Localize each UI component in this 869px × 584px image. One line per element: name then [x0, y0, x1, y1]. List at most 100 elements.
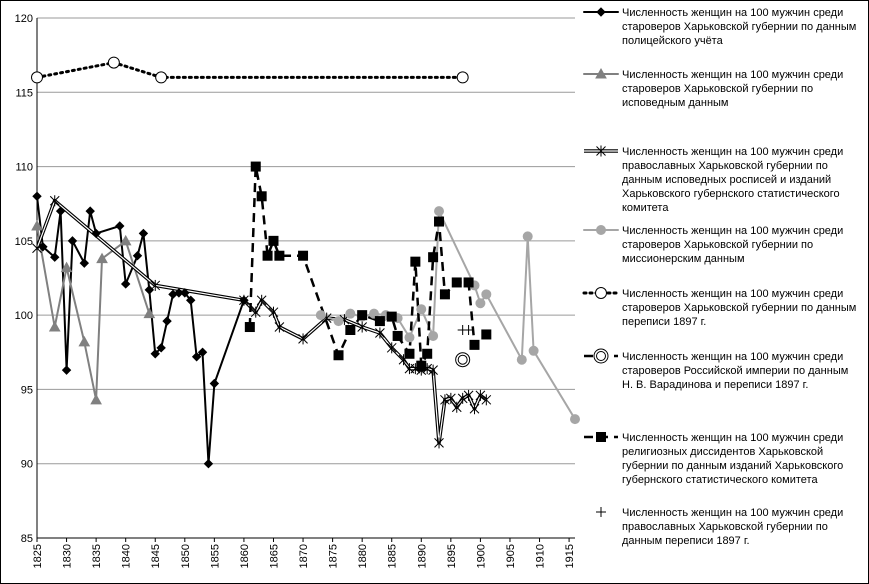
series-line-3 — [37, 198, 488, 445]
data-point-s3 — [386, 342, 397, 354]
data-point-s3 — [256, 294, 267, 306]
data-point-s3 — [440, 394, 450, 406]
data-point-s3 — [239, 294, 249, 306]
x-tick-label: 1845 — [150, 544, 162, 568]
data-point-s3 — [268, 306, 279, 318]
legend-label-line: православных Харьковской губернии по — [622, 160, 828, 172]
legend-label-line: Численность женщин на 100 мужчин среди — [622, 7, 843, 19]
axes: 85 90 95 100 105 110 115 120 1825 1830 1835 1840 184… — [15, 13, 576, 568]
x-tick-label: 1860 — [239, 544, 251, 568]
data-point-s3 — [463, 389, 474, 401]
data-point-s3 — [428, 364, 438, 376]
data-point-s7 — [434, 216, 445, 227]
legend: Численность женщин на 100 мужчин среди ст… — [582, 7, 856, 547]
x-tick-label: 1910 — [535, 544, 547, 568]
data-point-s3 — [481, 394, 492, 406]
data-point-s4 — [475, 298, 486, 309]
data-point-s7 — [404, 348, 415, 359]
data-point-s6 — [455, 352, 471, 368]
data-point-s7 — [268, 235, 279, 246]
data-point-s1 — [209, 378, 220, 389]
data-point-s4 — [516, 354, 527, 365]
data-point-s7 — [410, 256, 421, 267]
legend-entry-1: Численность женщин на 100 мужчин среди ст… — [583, 7, 856, 47]
legend-label-line: переписи 1897 г. — [622, 316, 706, 328]
data-point-s7 — [298, 250, 309, 261]
legend-label-line: данным исповедных росписей и изданий — [622, 174, 831, 186]
legend-label: Численность женщин на 100 мужчин среди пр… — [622, 146, 843, 214]
data-point-s5 — [31, 71, 43, 84]
data-point-s1 — [162, 316, 172, 326]
marker-inner-ring — [457, 354, 468, 365]
data-point-s2 — [96, 252, 108, 264]
data-point-s4 — [570, 414, 580, 425]
data-point-s7 — [463, 277, 474, 288]
x-tick-label: 1905 — [505, 544, 517, 568]
legend-label: Численность женщин на 100 мужчин среди ст… — [622, 7, 856, 47]
data-point-s7 — [439, 289, 450, 300]
data-point-s5 — [155, 71, 168, 84]
x-tick-label: 1885 — [387, 544, 399, 568]
legend-label-line: полицейского учёта — [622, 35, 724, 47]
data-point-s7 — [244, 322, 255, 333]
data-point-s1 — [120, 279, 131, 289]
data-point-s7 — [392, 330, 403, 341]
data-point-s7 — [416, 360, 427, 371]
data-point-s7 — [274, 250, 285, 261]
legend-marker — [595, 67, 607, 79]
marker-inner-ring — [596, 351, 606, 361]
legend-label-line: староверов Российской империи по данным — [622, 365, 848, 377]
legend-label-line: Н. В. Варадинова и переписи 1897 г. — [622, 379, 808, 391]
data-point-s4 — [404, 332, 415, 343]
legend-entry-3: Численность женщин на 100 мужчин среди пр… — [584, 145, 843, 214]
data-point-s7 — [422, 348, 433, 359]
legend-label: Численность женщин на 100 мужчин среди ст… — [622, 351, 848, 391]
data-point-s4 — [522, 231, 533, 242]
data-point-s3 — [298, 333, 308, 345]
data-point-s7 — [357, 310, 368, 321]
x-tick-label: 1865 — [268, 544, 280, 568]
x-tick-label: 1915 — [564, 544, 576, 568]
x-tick-label: 1830 — [62, 544, 74, 568]
y-tick-label: 110 — [15, 162, 33, 174]
series-layer — [37, 61, 575, 465]
legend-marker — [596, 7, 606, 17]
legend-label-line: Численность женщин на 100 мужчин среди — [622, 432, 843, 444]
x-tick-label: 1825 — [32, 544, 44, 568]
data-point-s2 — [31, 219, 43, 231]
legend-label: Численность женщин на 100 мужчин среди пр… — [622, 507, 843, 547]
data-point-s4 — [481, 289, 492, 300]
data-point-s5 — [456, 71, 469, 84]
data-point-s3 — [434, 437, 444, 449]
data-point-s1 — [138, 228, 149, 239]
data-point-s3 — [274, 321, 285, 333]
data-point-s4 — [315, 310, 326, 321]
x-tick-label: 1835 — [91, 544, 103, 568]
legend-label-line: Численность женщин на 100 мужчин среди — [622, 225, 843, 237]
data-point-s1 — [144, 285, 155, 295]
y-tick-label: 100 — [15, 310, 33, 322]
data-point-s4 — [345, 308, 356, 319]
legend-marker — [593, 348, 609, 364]
data-point-s1 — [61, 365, 72, 375]
legend-label-line: Численность женщин на 100 мужчин среди — [622, 69, 843, 81]
x-tick-label: 1855 — [209, 544, 221, 568]
data-point-s7 — [469, 339, 480, 350]
legend-label-line: Численность женщин на 100 мужчин среди — [622, 146, 843, 158]
x-tick-label: 1850 — [180, 544, 192, 568]
legend-label-line: староверов Харьковской губернии по данны… — [622, 21, 856, 33]
series-line-1 — [37, 195, 245, 465]
legend-marker — [596, 432, 606, 442]
legend-marker — [596, 507, 606, 517]
data-point-s2 — [119, 234, 132, 246]
series-line-inner-3 — [37, 200, 487, 444]
data-point-s4 — [368, 308, 379, 319]
x-tick-label: 1900 — [475, 544, 487, 568]
x-tick-label: 1895 — [446, 544, 458, 568]
gridlines — [37, 17, 575, 465]
series-line-5 — [37, 61, 465, 79]
legend-label-line: Численность женщин на 100 мужчин среди — [622, 507, 843, 519]
legend-label-line: староверов Харьковской губернии по — [622, 239, 813, 251]
data-point-s2 — [78, 335, 91, 347]
